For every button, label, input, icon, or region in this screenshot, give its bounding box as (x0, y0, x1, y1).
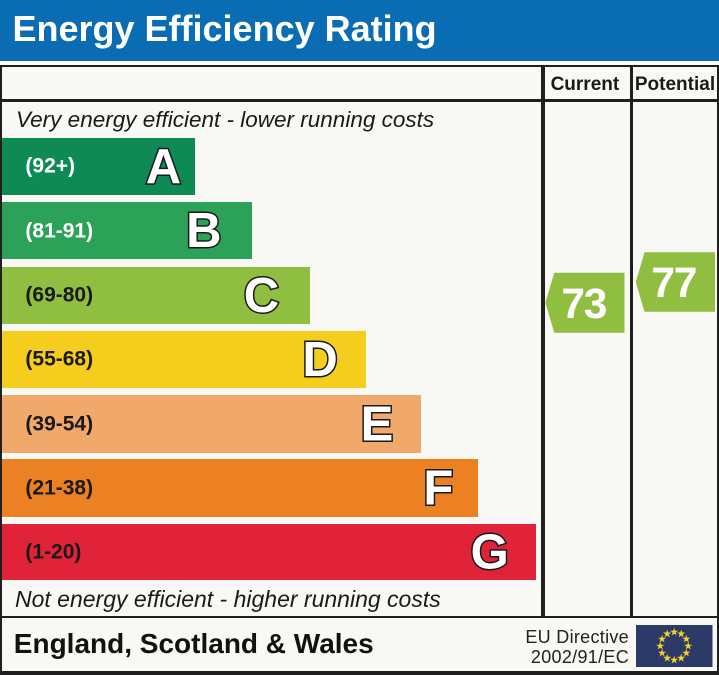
svg-text:D: D (302, 333, 337, 387)
svg-text:E: E (361, 398, 394, 452)
svg-text:77: 77 (651, 260, 696, 307)
svg-text:C: C (244, 269, 279, 323)
svg-text:A: A (146, 140, 181, 194)
svg-text:73: 73 (561, 281, 606, 328)
svg-text:G: G (471, 526, 509, 580)
svg-text:F: F (423, 462, 453, 516)
svg-text:B: B (186, 204, 221, 258)
